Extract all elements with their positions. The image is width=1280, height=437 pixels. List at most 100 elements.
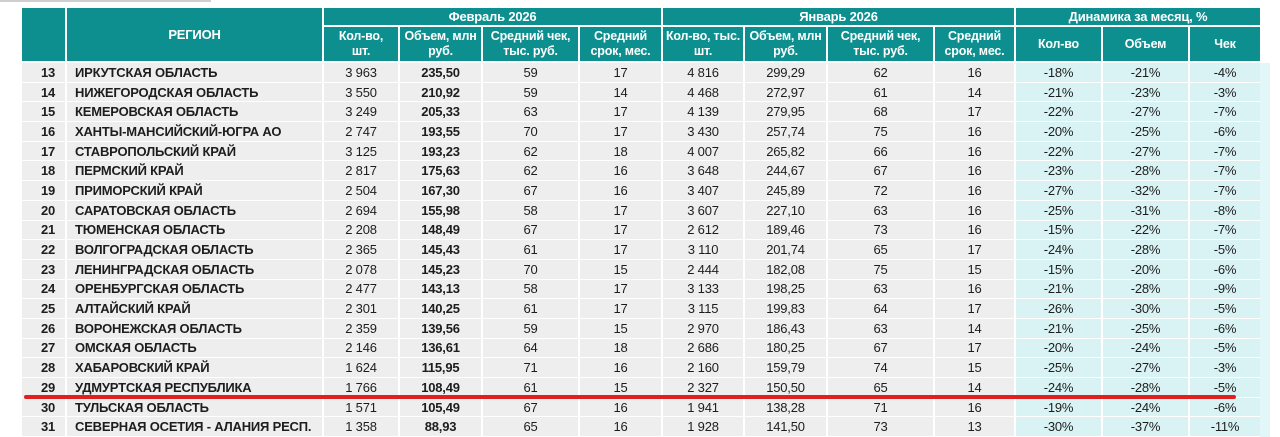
row-number-cell: 20 [22, 200, 65, 220]
region-cell: ПЕРМСКИЙ КРАЙ [67, 161, 322, 181]
feb-volume-cell: 145,43 [400, 240, 481, 259]
feb-check-cell: 58 [483, 200, 578, 220]
jan-qty-cell: 3 407 [663, 181, 743, 200]
feb-term-cell: 16 [580, 358, 661, 377]
jan-check-cell: 67 [828, 161, 933, 181]
jan-check-cell: 68 [828, 102, 933, 122]
feb-term-cell: 17 [580, 102, 661, 122]
feb-volume-cell: 175,63 [400, 161, 481, 181]
dyn-volume-cell: -27% [1103, 102, 1188, 122]
dyn-qty-cell: -26% [1016, 299, 1101, 318]
dyn-qty-cell: -25% [1016, 200, 1101, 220]
region-cell: НИЖЕГОРОДСКАЯ ОБЛАСТЬ [67, 82, 322, 102]
table-header: РЕГИОН Февраль 2026 Январь 2026 Динамика… [22, 8, 1260, 61]
feb-term-cell: 15 [580, 318, 661, 338]
feb-check-header: Средний чек, тыс. руб. [483, 27, 578, 61]
jan-term-cell: 17 [935, 299, 1014, 318]
feb-volume-cell: 145,23 [400, 259, 481, 279]
jan-volume-cell: 150,50 [745, 378, 826, 397]
jan-term-cell: 16 [935, 161, 1014, 181]
dyn-check-cell: -5% [1190, 378, 1260, 397]
region-cell: ТЮМЕНСКАЯ ОБЛАСТЬ [67, 220, 322, 240]
row-number-cell: 31 [22, 417, 65, 437]
dyn-qty-cell: -24% [1016, 378, 1101, 397]
feb-volume-cell: 193,23 [400, 141, 481, 161]
dyn-qty-cell: -18% [1016, 63, 1101, 82]
feb-check-cell: 70 [483, 259, 578, 279]
feb-qty-cell: 2 359 [324, 318, 398, 338]
feb-qty-cell: 3 550 [324, 82, 398, 102]
row-number-cell: 30 [22, 397, 65, 417]
jan-qty-cell: 3 115 [663, 299, 743, 318]
jan-check-cell: 65 [828, 378, 933, 397]
feb-volume-cell: 143,13 [400, 279, 481, 299]
feb-check-cell: 62 [483, 161, 578, 181]
region-cell: АЛТАЙСКИЙ КРАЙ [67, 299, 322, 318]
feb-term-cell: 17 [580, 299, 661, 318]
feb-qty-cell: 2 817 [324, 161, 398, 181]
jan-qty-cell: 4 816 [663, 63, 743, 82]
jan-term-cell: 13 [935, 417, 1014, 437]
jan-volume-cell: 189,46 [745, 220, 826, 240]
dyn-volume-cell: -23% [1103, 82, 1188, 102]
dyn-qty-cell: -19% [1016, 397, 1101, 417]
jan-check-cell: 64 [828, 299, 933, 318]
feb-check-cell: 61 [483, 240, 578, 259]
jan-volume-cell: 244,67 [745, 161, 826, 181]
row-number-cell: 22 [22, 240, 65, 259]
dyn-check-cell: -6% [1190, 122, 1260, 141]
jan-qty-cell: 4 468 [663, 82, 743, 102]
region-cell: ОМСКАЯ ОБЛАСТЬ [67, 338, 322, 358]
feb-qty-cell: 2 477 [324, 279, 398, 299]
feb-qty-cell: 2 365 [324, 240, 398, 259]
feb-volume-cell: 167,30 [400, 181, 481, 200]
jan-volume-cell: 201,74 [745, 240, 826, 259]
dyn-qty-cell: -23% [1016, 161, 1101, 181]
row-number-cell: 27 [22, 338, 65, 358]
jan-qty-cell: 3 133 [663, 279, 743, 299]
dyn-check-cell: -7% [1190, 161, 1260, 181]
feb-term-cell: 16 [580, 397, 661, 417]
dyn-volume-cell: -22% [1103, 220, 1188, 240]
jan-check-cell: 75 [828, 122, 933, 141]
feb-qty-cell: 2 146 [324, 338, 398, 358]
dynamics-group-header: Динамика за месяц, % [1016, 8, 1260, 25]
feb-check-cell: 59 [483, 82, 578, 102]
jan-check-cell: 63 [828, 279, 933, 299]
region-cell: ЛЕНИНГРАДСКАЯ ОБЛАСТЬ [67, 259, 322, 279]
row-number-cell: 15 [22, 102, 65, 122]
feb-term-cell: 15 [580, 259, 661, 279]
region-cell: ОРЕНБУРГСКАЯ ОБЛАСТЬ [67, 279, 322, 299]
feb-term-cell: 16 [580, 161, 661, 181]
feb-term-cell: 18 [580, 338, 661, 358]
region-cell: ПРИМОРСКИЙ КРАЙ [67, 181, 322, 200]
dyn-volume-header: Объем [1103, 27, 1188, 61]
jan-check-cell: 75 [828, 259, 933, 279]
feb-term-cell: 17 [580, 240, 661, 259]
dyn-qty-cell: -15% [1016, 259, 1101, 279]
region-cell: ВОРОНЕЖСКАЯ ОБЛАСТЬ [67, 318, 322, 338]
feb-check-cell: 63 [483, 102, 578, 122]
dyn-qty-cell: -20% [1016, 338, 1101, 358]
row-number-cell: 26 [22, 318, 65, 338]
feb-qty-cell: 3 963 [324, 63, 398, 82]
dyn-check-cell: -11% [1190, 417, 1260, 437]
feb-check-cell: 59 [483, 63, 578, 82]
dyn-volume-cell: -28% [1103, 161, 1188, 181]
row-number-cell: 25 [22, 299, 65, 318]
jan-term-cell: 16 [935, 181, 1014, 200]
dyn-check-cell: -8% [1190, 200, 1260, 220]
feb-volume-cell: 140,25 [400, 299, 481, 318]
jan-check-cell: 67 [828, 338, 933, 358]
region-cell: САРАТОВСКАЯ ОБЛАСТЬ [67, 200, 322, 220]
feb-qty-cell: 2 694 [324, 200, 398, 220]
jan-term-cell: 16 [935, 122, 1014, 141]
feb-term-cell: 16 [580, 181, 661, 200]
feb-term-cell: 18 [580, 141, 661, 161]
row-number-cell: 13 [22, 63, 65, 82]
feb-check-cell: 67 [483, 220, 578, 240]
region-cell: ХАНТЫ-МАНСИЙСКИЙ-ЮГРА АО [67, 122, 322, 141]
jan-qty-cell: 1 928 [663, 417, 743, 437]
jan-check-cell: 72 [828, 181, 933, 200]
dyn-check-cell: -7% [1190, 102, 1260, 122]
